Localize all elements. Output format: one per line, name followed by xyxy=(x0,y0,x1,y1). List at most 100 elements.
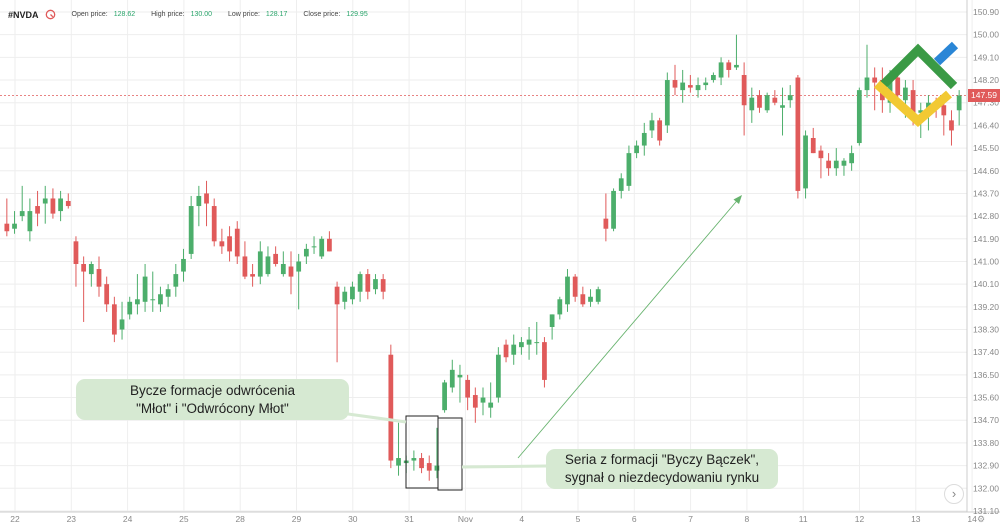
candle xyxy=(319,236,325,259)
y-tick-label: 141.90 xyxy=(973,234,999,244)
candle xyxy=(373,274,378,295)
y-tick-label: 142.80 xyxy=(973,211,999,221)
y-tick-label: 149.10 xyxy=(973,52,999,62)
candle xyxy=(687,75,693,93)
candle xyxy=(718,57,724,86)
x-tick-label: Nov xyxy=(458,514,474,524)
candle-body xyxy=(350,286,355,300)
y-tick-label: 143.70 xyxy=(973,188,999,198)
x-tick-label: 5 xyxy=(576,514,581,524)
candle xyxy=(465,374,471,411)
candle-body xyxy=(319,238,325,257)
high-price-value: 130.00 xyxy=(190,11,213,18)
x-tick-label: 11 xyxy=(799,514,808,524)
candle-body xyxy=(695,85,701,91)
candle xyxy=(603,193,609,242)
candle-body xyxy=(718,62,724,78)
candle-body xyxy=(426,463,432,471)
candle xyxy=(795,75,801,199)
hammer-callout-line-2: "Młot" i "Odwrócony Młot" xyxy=(136,400,289,416)
candle xyxy=(211,198,217,247)
candle-body xyxy=(327,238,332,252)
scroll-right-button[interactable]: › xyxy=(944,484,964,504)
candle-body xyxy=(726,62,732,70)
candle-body xyxy=(672,80,678,88)
candle-body xyxy=(519,342,524,348)
candle xyxy=(772,90,778,106)
y-tick-label: 138.30 xyxy=(973,325,999,335)
x-tick-label: 24 xyxy=(123,514,133,524)
candle xyxy=(42,185,48,224)
candle xyxy=(227,226,232,262)
candle xyxy=(81,256,87,322)
candle-body xyxy=(280,264,286,275)
candle xyxy=(357,271,363,302)
candle-body xyxy=(634,145,639,154)
candle-body xyxy=(242,256,248,277)
settings-icon[interactable]: ⚙ xyxy=(977,514,986,524)
low-price-value: 128.17 xyxy=(265,11,288,18)
candle xyxy=(534,321,540,355)
candle xyxy=(27,198,33,242)
candle-body xyxy=(4,223,10,232)
y-tick-label: 139.20 xyxy=(973,302,999,312)
candle xyxy=(188,195,194,259)
candle xyxy=(334,281,340,363)
candle xyxy=(280,251,286,277)
candle xyxy=(442,379,447,413)
candle xyxy=(472,387,478,423)
y-tick-label: 146.40 xyxy=(973,120,999,130)
candle xyxy=(104,276,110,312)
x-tick-label: 28 xyxy=(235,514,245,524)
candle xyxy=(58,190,63,222)
candle xyxy=(457,364,463,403)
candle-body xyxy=(181,258,186,272)
candle xyxy=(173,264,179,297)
y-tick-label: 134.70 xyxy=(973,415,999,425)
candle-body xyxy=(618,178,624,191)
x-tick-label: 12 xyxy=(855,514,865,524)
candle-body xyxy=(104,284,110,305)
candle xyxy=(818,145,824,179)
x-tick-label: 22 xyxy=(10,514,20,524)
candle xyxy=(664,72,670,133)
y-tick-label: 133.80 xyxy=(973,438,999,448)
candle xyxy=(549,314,555,340)
candle-body xyxy=(119,319,125,330)
candle xyxy=(565,269,570,312)
x-tick-label: 6 xyxy=(632,514,637,524)
candle-body xyxy=(88,264,94,275)
candle-body xyxy=(664,80,670,126)
y-tick-label: 144.60 xyxy=(973,166,999,176)
candle-body xyxy=(111,304,117,335)
candle-body xyxy=(96,269,102,287)
candle-body xyxy=(19,211,25,217)
x-tick-label: 7 xyxy=(688,514,693,524)
candle-body xyxy=(787,95,793,101)
candle xyxy=(949,110,954,146)
candle-body xyxy=(588,296,593,302)
spinning-top-pointer-line xyxy=(461,464,547,469)
candle xyxy=(542,337,547,388)
candle xyxy=(711,72,716,83)
candle xyxy=(749,87,755,123)
candle xyxy=(142,264,148,312)
candle xyxy=(595,286,601,305)
grid xyxy=(0,0,973,512)
candle-body xyxy=(142,276,148,302)
candle-body xyxy=(396,458,401,466)
candle xyxy=(204,180,209,227)
candle xyxy=(672,64,678,96)
candle xyxy=(242,241,248,280)
candle-body xyxy=(603,218,609,229)
candle-body xyxy=(772,97,778,103)
candle-body xyxy=(127,301,133,315)
candle-body xyxy=(956,95,962,111)
candle xyxy=(250,264,255,287)
candle xyxy=(434,427,440,479)
candle-body xyxy=(749,97,755,111)
candle xyxy=(588,289,593,307)
candle-body xyxy=(342,291,348,302)
